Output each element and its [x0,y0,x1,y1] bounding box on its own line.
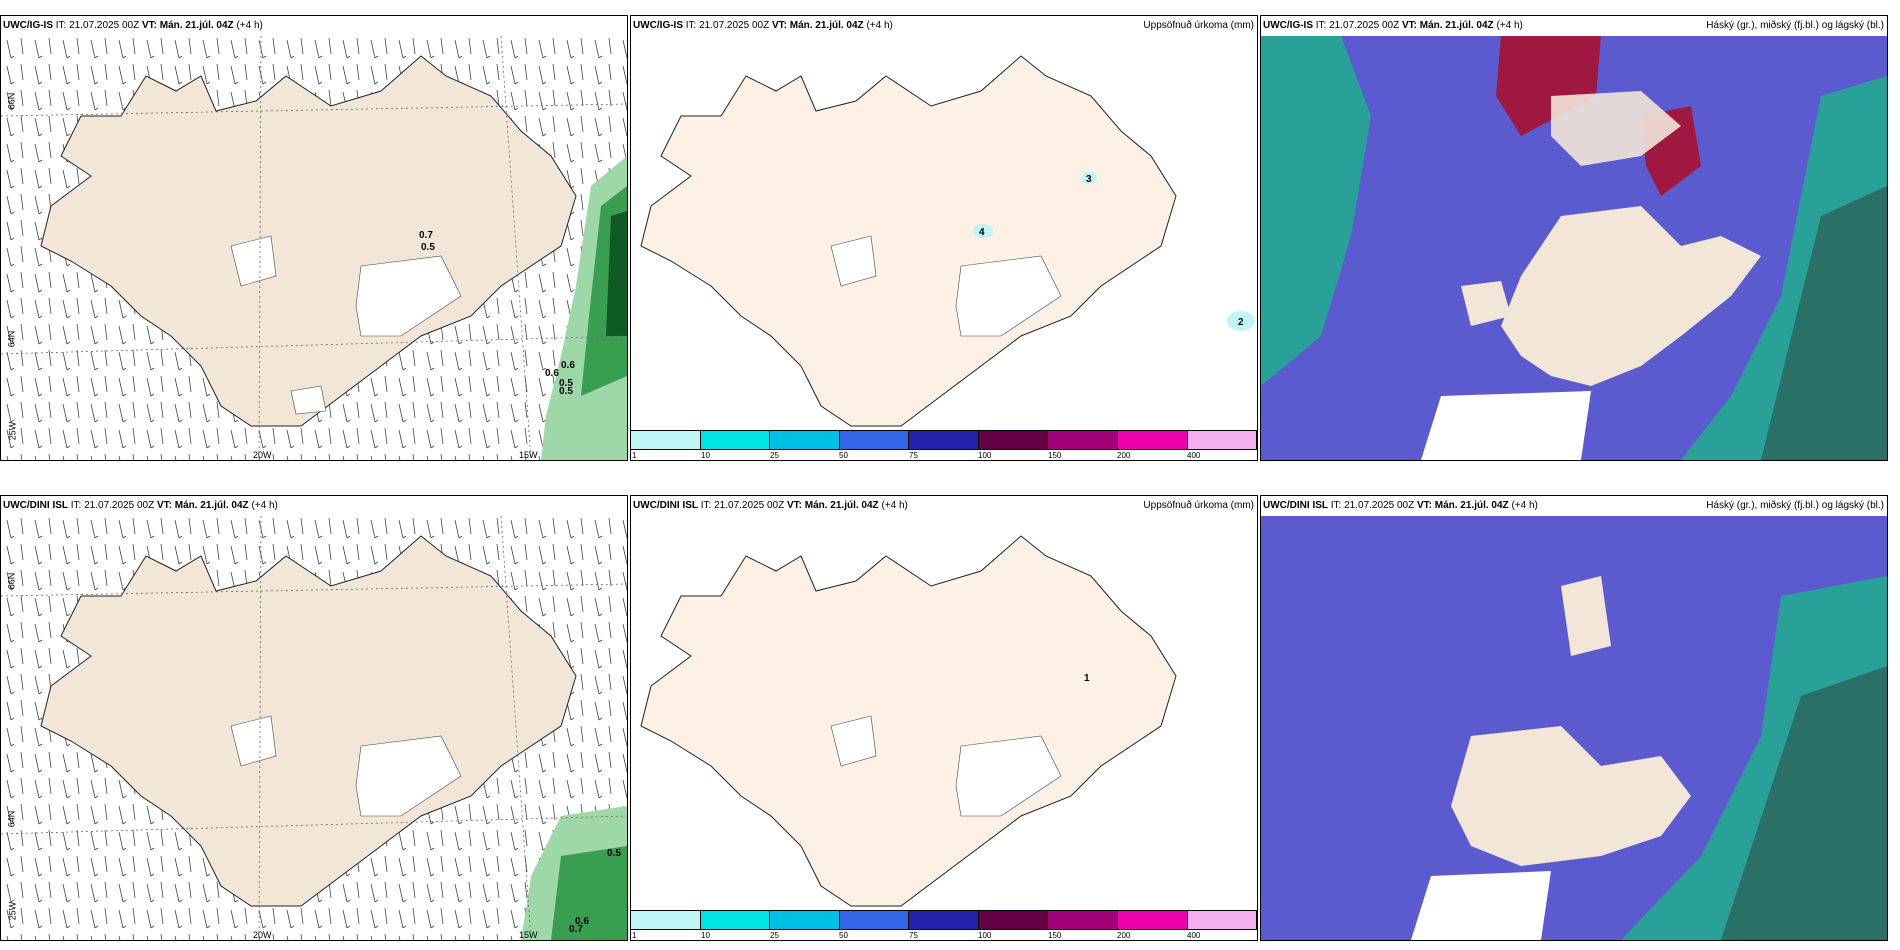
cloud-map [1261,516,1887,940]
legend-cell [700,431,771,449]
legend-tick: 75 [909,451,918,460]
precip-panel-top: UWC/IG-IS IT: 21.07.2025 00Z VT: Mán. 21… [630,15,1258,461]
lon-label: 25W [7,421,18,441]
lon-label: 20W [253,450,272,460]
cloud-map [1261,36,1887,460]
precip-map: 3 4 2 [640,55,1255,427]
legend-cell [770,431,840,449]
wind-value: 0.6 [575,916,589,927]
precip-panel-bottom: UWC/DINI ISL IT: 21.07.2025 00Z VT: Mán.… [630,495,1258,941]
wind-map: 0.5 0.6 0.7 [1,516,627,940]
legend-cell [909,911,979,929]
lat-label: 66N [6,572,17,590]
precip-value: 1 [1084,673,1090,684]
legend-tick: 10 [701,931,710,940]
wind-panel-top: UWC/IG-IS IT: 21.07.2025 00Z VT: Mán. 21… [0,15,628,461]
legend-cell [631,431,701,449]
precip-value: 2 [1238,317,1244,328]
legend-tick: 75 [909,931,918,940]
legend-tick: 50 [839,931,848,940]
cloud-panel-bottom: UWC/DINI ISL IT: 21.07.2025 00Z VT: Mán.… [1260,495,1888,941]
legend-tick: 400 [1187,931,1201,940]
cloud-title: Háský (gr.), miðský (fj.bl.) og lágský (… [1706,500,1884,511]
legend-cell [631,911,701,929]
panel-title: UWC/DINI ISL IT: 21.07.2025 00Z VT: Mán.… [1263,500,1538,511]
lon-label: 15W [519,450,538,460]
legend-tick: 1 [632,451,637,460]
legend-tick: 10 [701,451,710,460]
legend-cell [839,911,910,929]
precip-legend: 1 10 25 50 75 100 150 200 400 [631,910,1257,940]
lon-label: 20W [253,930,272,940]
cloud-panel-top: UWC/IG-IS IT: 21.07.2025 00Z VT: Mán. 21… [1260,15,1888,461]
legend-tick: 150 [1048,451,1062,460]
wind-value: 0.5 [607,848,621,859]
panel-title: UWC/DINI ISL IT: 21.07.2025 00Z VT: Mán.… [3,500,278,511]
legend-tick: 200 [1117,931,1131,940]
legend-cell [909,431,979,449]
legend-cell [1048,911,1118,929]
panel-title: UWC/IG-IS IT: 21.07.2025 00Z VT: Mán. 21… [1263,20,1523,31]
panel-title: UWC/DINI ISL IT: 21.07.2025 00Z VT: Mán.… [633,500,908,511]
precip-title: Uppsöfnuð úrkoma (mm) [1143,500,1254,511]
legend-cell [1187,911,1257,929]
wind-value: 0.5 [559,378,573,389]
panel-title: UWC/IG-IS IT: 21.07.2025 00Z VT: Mán. 21… [3,20,263,31]
legend-cell [700,911,771,929]
lat-label: 64N [6,330,17,348]
legend-tick: 100 [978,931,992,940]
legend-cell [839,431,910,449]
wind-value: 0.5 [559,386,573,397]
precip-map: 1 [640,535,1177,907]
legend-cell [1117,911,1188,929]
legend-tick: 50 [839,451,848,460]
wind-value: 0.6 [561,360,575,371]
legend-tick: 400 [1187,451,1201,460]
wind-panel-bottom: UWC/DINI ISL IT: 21.07.2025 00Z VT: Mán.… [0,495,628,941]
wind-map: 0.7 0.5 0.6 0.6 0.5 0.5 [1,36,627,460]
legend-tick: 100 [978,451,992,460]
legend-cell [978,431,1049,449]
lat-label: 64N [6,810,17,828]
lon-label: 25W [7,901,18,921]
legend-cell [1187,431,1257,449]
legend-tick: 1 [632,931,637,940]
precip-value: 3 [1086,174,1092,185]
legend-tick: 25 [770,451,779,460]
precip-title: Uppsöfnuð úrkoma (mm) [1143,20,1254,31]
legend-cell [770,911,840,929]
wind-value: 0.6 [545,368,559,379]
legend-cell [978,911,1049,929]
legend-tick: 200 [1117,451,1131,460]
legend-tick: 25 [770,931,779,940]
panel-title: UWC/IG-IS IT: 21.07.2025 00Z VT: Mán. 21… [633,20,893,31]
legend-tick: 150 [1048,931,1062,940]
lat-label: 66N [6,92,17,110]
cloud-title: Háský (gr.), miðský (fj.bl.) og lágský (… [1706,20,1884,31]
lon-label: 15W [519,930,538,940]
wind-value: 0.7 [419,230,433,241]
precip-value: 4 [979,227,985,238]
precip-legend: 1 10 25 50 75 100 150 200 400 [631,430,1257,460]
legend-cell [1117,431,1188,449]
wind-value: 0.7 [569,924,583,935]
wind-value: 0.5 [421,242,435,253]
legend-cell [1048,431,1118,449]
